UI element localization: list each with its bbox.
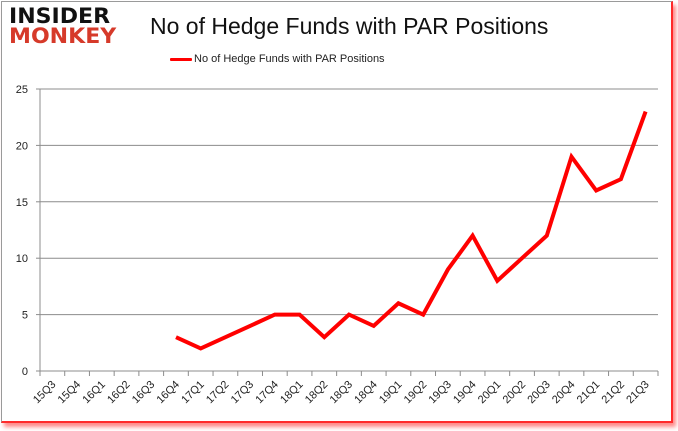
x-tick-label: 17Q1 <box>179 379 207 407</box>
x-tick-label: 15Q4 <box>56 379 84 407</box>
logo-line-1: INSIDER <box>9 4 111 28</box>
y-tick-label: 5 <box>22 310 28 322</box>
x-tick-label: 16Q3 <box>130 379 158 407</box>
x-tick-label: 19Q1 <box>377 379 405 407</box>
x-tick-label: 21Q1 <box>575 379 603 407</box>
x-tick-label: 18Q3 <box>328 379 356 407</box>
logo-line-2: MONKEY <box>9 24 117 48</box>
x-tick-label: 20Q1 <box>476 379 504 407</box>
x-tick-label: 19Q4 <box>451 379 479 407</box>
x-tick-label: 18Q1 <box>278 379 306 407</box>
x-tick-label: 21Q2 <box>600 379 628 407</box>
x-tick-label: 16Q2 <box>105 379 133 407</box>
y-tick-label: 25 <box>16 84 28 96</box>
x-tick-label: 18Q2 <box>303 379 331 407</box>
y-tick-label: 15 <box>16 197 28 209</box>
y-axis: 0 5 10 15 20 25 <box>16 84 41 378</box>
x-axis: 15Q315Q416Q116Q216Q316Q417Q117Q217Q317Q4… <box>31 370 659 407</box>
legend-label: No of Hedge Funds with PAR Positions <box>194 53 385 65</box>
x-tick-label: 17Q3 <box>229 379 257 407</box>
x-tick-label: 19Q3 <box>426 379 454 407</box>
x-tick-label: 19Q2 <box>402 379 430 407</box>
gridlines <box>40 88 658 316</box>
x-tick-label: 16Q4 <box>155 379 183 407</box>
x-tick-label: 17Q4 <box>253 379 281 407</box>
x-tick-label: 16Q1 <box>80 379 108 407</box>
x-tick-label: 20Q3 <box>525 379 553 407</box>
x-tick-label: 20Q4 <box>550 379 578 407</box>
chart-legend: No of Hedge Funds with PAR Positions <box>170 53 385 65</box>
x-tick-label: 15Q3 <box>31 379 59 407</box>
x-tick-label: 20Q2 <box>501 379 529 407</box>
insider-monkey-logo: INSIDER MONKEY <box>9 6 116 47</box>
series-line <box>175 110 648 351</box>
legend-line-swatch-icon <box>170 57 192 61</box>
y-tick-label: 0 <box>22 366 28 378</box>
y-tick-label: 10 <box>16 253 28 265</box>
x-tick-label: 21Q3 <box>624 379 652 407</box>
x-tick-label: 17Q2 <box>204 379 232 407</box>
x-tick-label: 18Q4 <box>352 379 380 407</box>
chart-frame <box>1 1 673 423</box>
chart-title: No of Hedge Funds with PAR Positions <box>150 13 549 39</box>
y-tick-label: 20 <box>16 140 28 152</box>
